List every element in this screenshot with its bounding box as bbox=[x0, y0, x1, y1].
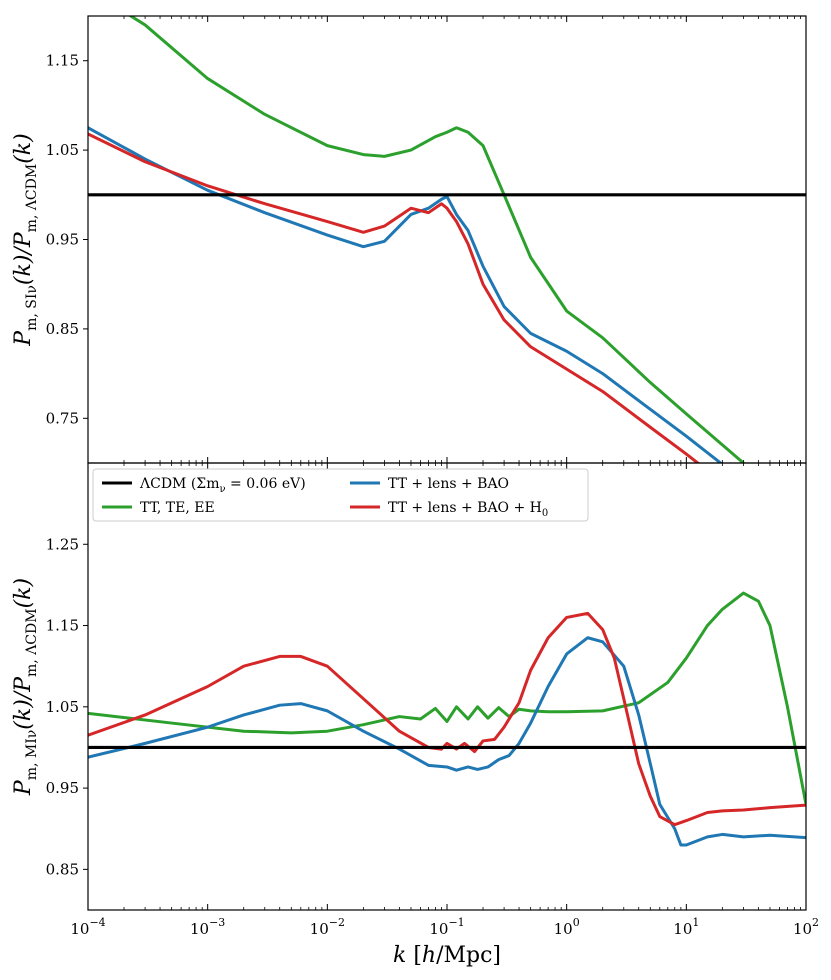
top-series-tt-lens-bao bbox=[88, 126, 724, 463]
bottom-series-tt-lens-bao bbox=[88, 636, 806, 847]
top-y-tick-label: 0.75 bbox=[46, 409, 79, 427]
x-tick-label: 10−3 bbox=[190, 916, 225, 938]
bottom-ylabel-p3: (k) bbox=[11, 578, 36, 609]
bottom-y-tick-label: 1.15 bbox=[46, 617, 79, 635]
bottom-ylabel-sub2: m, ΛCDM bbox=[24, 608, 40, 677]
bottom-y-tick-label: 0.85 bbox=[46, 860, 79, 878]
xlabel-k: k bbox=[393, 943, 406, 968]
x-tick-label: 10−1 bbox=[429, 916, 464, 938]
xlabel-unit: /Mpc] bbox=[436, 943, 501, 968]
legend-label-tt-te-ee: TT, TE, EE bbox=[140, 500, 215, 516]
top-y-tick-label: 0.95 bbox=[46, 231, 79, 249]
bottom-y-tick-label: 1.25 bbox=[46, 535, 79, 553]
legend-label-tt-lens-bao-h0: TT + lens + BAO + H0 bbox=[388, 500, 548, 519]
bottom-panel-frame bbox=[87, 462, 807, 911]
xlabel-h: h bbox=[422, 943, 436, 968]
legend-lcdm-text: ΛCDM (Σm bbox=[139, 476, 219, 492]
top-ylabel-p2: (k)/P bbox=[11, 231, 36, 285]
x-tick-label: 10−4 bbox=[70, 916, 105, 938]
top-ylabel-sub1: m, SIν bbox=[24, 285, 40, 331]
bottom-y-axis-label: Pm, MIν(k)/Pm, ΛCDM(k) bbox=[11, 578, 40, 796]
legend-label-lcdm: ΛCDM (Σmν = 0.06 eV) bbox=[139, 476, 306, 495]
bottom-series-tt-te-ee bbox=[88, 591, 806, 806]
top-y-tick-label: 1.05 bbox=[46, 141, 79, 159]
legend-label-tt-lens-bao: TT + lens + BAO bbox=[388, 476, 509, 492]
bottom-ylabel-p2: (k)/P bbox=[11, 676, 36, 730]
top-series-tt-lens-bao-h0 bbox=[88, 132, 701, 463]
x-axis-label: k [h/Mpc] bbox=[393, 943, 501, 968]
bottom-panel-series bbox=[88, 591, 806, 847]
bottom-series-tt-lens-bao-h0 bbox=[88, 611, 806, 827]
bottom-y-tick-label: 1.05 bbox=[46, 698, 79, 716]
xlabel-open: [ bbox=[406, 943, 422, 968]
top-ylabel-p3: (k) bbox=[11, 133, 36, 164]
bottom-panel: 0.85 0.95 1.05 1.15 1.25 10−4 10−3 10−2 10−1 100 1… bbox=[11, 462, 819, 968]
bottom-ylabel-p1: P bbox=[11, 779, 36, 796]
top-y-tick-label: 1.15 bbox=[46, 52, 79, 70]
top-y-axis-label: Pm, SIν(k)/Pm, ΛCDM(k) bbox=[11, 133, 40, 346]
x-tick-label: 101 bbox=[673, 916, 699, 938]
top-ylabel-p1: P bbox=[11, 330, 36, 347]
legend-h0-text: TT + lens + BAO + H bbox=[388, 500, 542, 516]
top-panel-series bbox=[88, 16, 806, 463]
top-panel-ticks: 0.75 0.85 0.95 1.05 1.15 bbox=[46, 16, 807, 463]
x-tick-label: 102 bbox=[793, 916, 819, 938]
legend: ΛCDM (Σmν = 0.06 eV) TT + lens + BAO TT,… bbox=[92, 468, 589, 522]
x-tick-label: 100 bbox=[554, 916, 580, 938]
top-ylabel-sub2: m, ΛCDM bbox=[24, 164, 40, 233]
legend-lcdm-sub: ν bbox=[219, 484, 225, 495]
top-y-tick-label: 0.85 bbox=[46, 320, 79, 338]
x-tick-label: 10−2 bbox=[310, 916, 345, 938]
bottom-ylabel-sub1: m, MIν bbox=[24, 730, 40, 781]
top-series-tt-te-ee bbox=[127, 16, 746, 463]
legend-box bbox=[92, 468, 589, 522]
bottom-y-tick-label: 0.95 bbox=[46, 779, 79, 797]
top-panel: 0.75 0.85 0.95 1.05 1.15 Pm, SIν(k)/Pm, ΛCDM… bbox=[11, 15, 807, 464]
legend-h0-sub: 0 bbox=[542, 508, 548, 519]
bottom-panel-ticks: 0.85 0.95 1.05 1.15 1.25 10−4 10−3 10−2 10−1 100 1… bbox=[46, 463, 819, 938]
legend-lcdm-tail: = 0.06 eV) bbox=[226, 476, 306, 492]
top-panel-frame bbox=[87, 15, 807, 464]
